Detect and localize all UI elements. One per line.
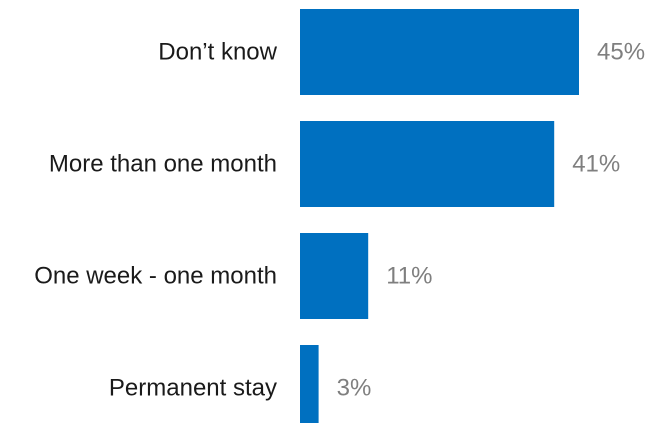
category-label-3: Permanent stay [109, 375, 277, 402]
category-label-2: One week - one month [34, 263, 277, 290]
value-label-2: 11% [386, 263, 432, 290]
bar-0 [300, 9, 579, 95]
bar-2 [300, 233, 369, 319]
bar-1 [300, 121, 555, 207]
value-label-3: 3% [337, 375, 372, 402]
value-labels-group: 45% 41% 11% 3% [337, 39, 645, 402]
category-label-0: Don’t know [158, 39, 277, 66]
category-labels-group: Don’t know More than one month One week - … [34, 39, 277, 402]
value-label-1: 41% [572, 151, 620, 178]
bar-3 [300, 345, 319, 423]
bars-group [300, 9, 579, 423]
value-label-0: 45% [597, 39, 645, 66]
category-label-1: More than one month [49, 151, 277, 178]
